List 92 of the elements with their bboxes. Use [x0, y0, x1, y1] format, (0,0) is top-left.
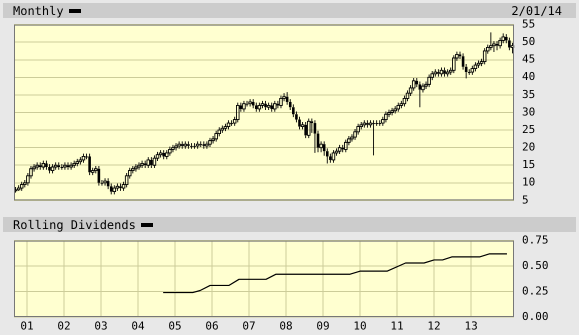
candlestick [152, 154, 156, 169]
x-tick-label: 07 [242, 319, 256, 332]
candlestick [338, 144, 342, 154]
y-tick-label: 35 [522, 88, 536, 101]
x-tick-label: 09 [316, 319, 330, 332]
candlestick [158, 150, 162, 158]
candlestick [242, 100, 246, 112]
candlestick [246, 100, 248, 107]
candlestick [443, 67, 446, 78]
y-tick-label: 25 [522, 122, 536, 136]
candlestick [116, 183, 120, 192]
legend-label: Rolling Dividends [13, 218, 136, 232]
candlestick [482, 48, 486, 65]
candlestick [45, 160, 48, 170]
candlestick [314, 120, 316, 154]
candlestick [252, 98, 254, 109]
candlestick [276, 100, 280, 109]
x-tick-label: 08 [279, 319, 293, 332]
y-tick-label: 45 [522, 52, 536, 66]
candlestick [498, 37, 502, 49]
candlestick [66, 162, 70, 170]
x-tick-label: 10 [353, 319, 367, 332]
y-tick-label: 30 [522, 105, 536, 118]
x-tick-label: 04 [131, 319, 145, 332]
y-tick-label: 10 [522, 176, 536, 189]
candlestick [437, 68, 440, 78]
candlestick [384, 110, 388, 123]
candlestick [98, 165, 100, 186]
candlestick [162, 150, 165, 160]
y-tick-label: 15 [522, 158, 536, 172]
candlestick [226, 120, 230, 130]
y-tick-label: 5 [522, 193, 529, 206]
candlestick [489, 32, 493, 51]
candlestick [452, 54, 456, 74]
y-tick-label: 0.00 [522, 310, 548, 323]
candlestick [150, 156, 153, 169]
candlestick [88, 153, 91, 176]
y-tick-label: 20 [522, 140, 536, 154]
y-tick-label: 0.75 [522, 233, 548, 246]
x-tick-label: 02 [57, 319, 71, 332]
y-tick-label: 0.50 [522, 258, 548, 272]
candlestick [366, 120, 369, 128]
candlestick [418, 81, 422, 108]
y-tick-label: 55 [522, 17, 536, 30]
candlestick [372, 120, 375, 156]
x-tick-label: 05 [168, 319, 182, 332]
candlestick [273, 100, 277, 112]
candlestick [187, 140, 190, 150]
x-tick-label: 12 [427, 319, 441, 332]
x-tick-label: 13 [464, 319, 478, 332]
candlestick [258, 102, 262, 112]
candlestick [48, 164, 51, 174]
candlestick [174, 142, 178, 151]
candlestick [112, 184, 116, 195]
y-tick-label: 0.25 [522, 284, 548, 298]
candlestick [82, 153, 86, 164]
candlestick [208, 137, 212, 148]
candlestick [279, 95, 283, 109]
y-tick-label: 40 [522, 70, 536, 84]
candlestick [427, 74, 431, 88]
y-tick-label: 50 [522, 35, 536, 48]
candlestick [474, 62, 478, 72]
candlestick [35, 162, 39, 170]
legend-label: Monthly [13, 4, 64, 18]
x-tick-label: 03 [94, 319, 108, 332]
candlestick [168, 146, 172, 156]
candlestick [54, 162, 58, 170]
text: 2/01/14 [511, 4, 562, 18]
candlestick [230, 120, 233, 126]
candlestick [202, 140, 206, 150]
candlestick [264, 100, 267, 110]
candlestick [42, 160, 46, 170]
candlestick [266, 102, 270, 110]
x-tick-label: 11 [390, 319, 404, 332]
candlestick [248, 98, 252, 107]
candlestick [508, 37, 511, 51]
candlestick [220, 125, 224, 134]
candlestick [362, 120, 366, 128]
candlestick [50, 164, 54, 174]
candlestick [119, 183, 122, 192]
x-tick-label: 01 [20, 319, 34, 332]
candlestick [496, 40, 498, 51]
candlestick [440, 67, 444, 78]
candlestick [332, 150, 336, 164]
x-tick-label: 06 [205, 319, 219, 332]
candlestick [375, 120, 378, 126]
candlestick [190, 142, 193, 150]
candlestick [304, 122, 307, 139]
candlestick [60, 164, 64, 170]
candlestick [103, 178, 107, 186]
candlestick [470, 65, 474, 76]
candlestick [193, 142, 196, 150]
